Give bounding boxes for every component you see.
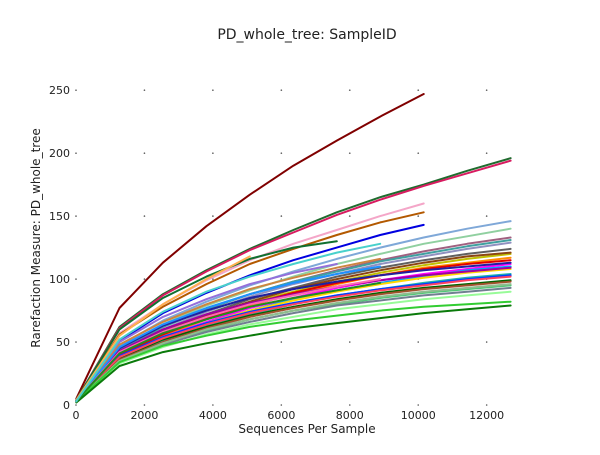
series-line (75, 223, 425, 401)
x-tick-label: 8000 (336, 409, 364, 422)
grid-dot (212, 89, 214, 91)
grid-dot (75, 341, 77, 343)
grid-dot (485, 89, 488, 91)
y-tick-label: 100 (49, 273, 70, 286)
grid-dot (143, 215, 146, 217)
series-line (75, 93, 425, 400)
grid-dot (143, 404, 146, 406)
y-tick-label: 50 (56, 336, 70, 349)
grid-dot (348, 215, 351, 217)
grid-dot (485, 404, 488, 406)
grid-dot (348, 404, 351, 406)
series-line (75, 281, 382, 403)
series-line (75, 280, 512, 403)
series-line (75, 159, 512, 401)
grid-dot (75, 278, 77, 280)
series-line (75, 261, 512, 403)
series-group (75, 93, 512, 404)
grid-dot (212, 215, 214, 217)
series-line (75, 283, 512, 403)
grid-dot (75, 89, 77, 91)
series-line (75, 275, 512, 403)
grid-dot (280, 341, 283, 343)
grid-dot (143, 278, 146, 280)
grid-dot (75, 404, 77, 406)
series-line (75, 255, 251, 401)
grid-dot (212, 404, 214, 406)
series-line (75, 304, 512, 404)
series-line (75, 278, 382, 403)
grid-dot (348, 341, 351, 343)
grid-dot (280, 89, 283, 91)
x-tick-label: 0 (73, 409, 80, 422)
grid-dot (348, 152, 351, 154)
y-tick-label: 150 (49, 210, 70, 223)
series-line (75, 259, 512, 403)
grid-dot (143, 89, 146, 91)
series-line (75, 157, 512, 401)
grid-dot (417, 89, 420, 91)
grid-dot (485, 341, 488, 343)
series-line (75, 263, 338, 403)
grid-dot (280, 215, 283, 217)
y-tick-label: 200 (49, 147, 70, 160)
series-line (75, 227, 512, 403)
series-line (75, 242, 382, 403)
series-line (75, 279, 512, 403)
axes: 0 2000 4000 6000 8000 10000 12000 0 50 100 150 200 2… (49, 84, 504, 422)
x-tick-label: 2000 (130, 409, 158, 422)
x-tick-label: 4000 (199, 409, 227, 422)
y-tick-label: 0 (63, 399, 70, 412)
series-line (75, 257, 382, 403)
grid-dot (280, 152, 283, 154)
grid-dot (143, 152, 146, 154)
series-line (75, 290, 512, 403)
series-line (75, 240, 338, 401)
y-tick-label: 250 (49, 84, 70, 97)
grid-dot (417, 215, 420, 217)
x-axis-label: Sequences Per Sample (238, 422, 375, 436)
series-line (75, 265, 382, 403)
chart-title: PD_whole_tree: SampleID (217, 27, 396, 43)
series-line (75, 300, 512, 403)
grid-dot (417, 341, 420, 343)
y-axis-label: Rarefaction Measure: PD_whole_tree (29, 128, 43, 347)
grid-dot (75, 215, 77, 217)
grid-dot (485, 215, 488, 217)
series-line (75, 266, 512, 403)
grid-dot (348, 89, 351, 91)
grid-dot (485, 152, 488, 154)
x-tick-label: 12000 (469, 409, 504, 422)
series-line (75, 274, 512, 403)
grid-dot (212, 278, 214, 280)
grid-dot (75, 152, 77, 154)
x-tick-label: 10000 (401, 409, 436, 422)
x-tick-label: 6000 (267, 409, 295, 422)
series-line (75, 202, 425, 401)
grid-dot (212, 152, 214, 154)
grid-dot (417, 404, 420, 406)
series-line (75, 239, 512, 403)
grid-dot (417, 152, 420, 154)
grid-dot (280, 404, 283, 406)
